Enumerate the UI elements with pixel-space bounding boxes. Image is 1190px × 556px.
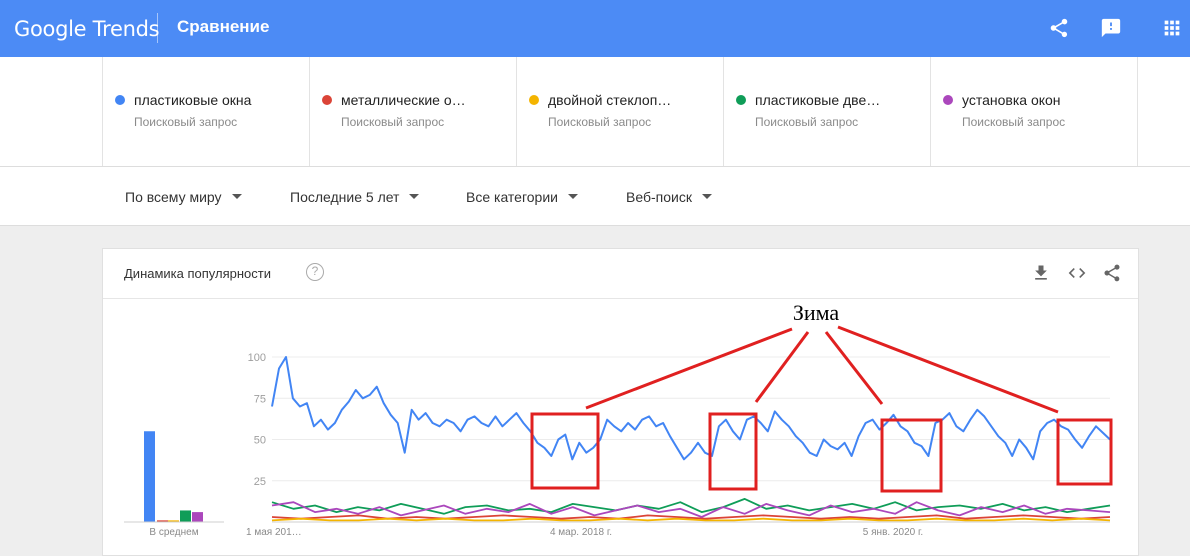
series-line	[271, 517, 1111, 522]
winter-annotation-label: Зима	[793, 300, 840, 325]
annotation-arrow	[824, 331, 884, 405]
region-dropdown[interactable]: По всему миру	[125, 189, 242, 205]
term-color-dot	[529, 95, 539, 105]
share-icon[interactable]	[1048, 17, 1070, 39]
x-tick-label: 1 мая 201…	[246, 527, 302, 538]
top-app-bar: Google Trends Сравнение	[0, 0, 1190, 57]
period-label: Последние 5 лет	[290, 189, 400, 205]
term-name: пластиковые окна	[134, 92, 252, 108]
term-type: Поисковый запрос	[755, 115, 859, 129]
caret-down-icon	[701, 193, 712, 199]
average-bar	[144, 431, 155, 522]
y-tick-label: 50	[254, 435, 266, 447]
filters-bar: По всему миру Последние 5 лет Все катего…	[0, 167, 1190, 226]
series-line	[271, 497, 1111, 515]
winter-highlight-box	[530, 412, 600, 490]
term-card-3[interactable]: двойной стеклоп… Поисковый запрос	[516, 57, 723, 166]
average-bar	[157, 520, 168, 522]
y-tick-label: 75	[254, 393, 266, 405]
series-line	[271, 501, 1111, 518]
search-type-dropdown[interactable]: Веб-поиск	[626, 189, 712, 205]
period-dropdown[interactable]: Последние 5 лет	[290, 189, 420, 205]
help-icon[interactable]: ?	[306, 263, 324, 281]
term-type: Поисковый запрос	[134, 115, 238, 129]
term-color-dot	[736, 95, 746, 105]
category-label: Все категории	[466, 189, 558, 205]
caret-down-icon	[231, 193, 242, 199]
term-card-4[interactable]: пластиковые две… Поисковый запрос	[723, 57, 930, 166]
term-name: пластиковые две…	[755, 92, 881, 108]
y-tick-label: 100	[248, 352, 266, 364]
region-label: По всему миру	[125, 189, 222, 205]
winter-highlight-box	[708, 412, 758, 491]
apps-grid-icon[interactable]	[1161, 17, 1183, 39]
share-icon[interactable]	[1102, 263, 1122, 283]
caret-down-icon	[409, 193, 420, 199]
average-bar	[168, 520, 179, 522]
series-line	[271, 514, 1111, 520]
term-name: металлические о…	[341, 92, 466, 108]
series-line	[271, 356, 1111, 461]
term-card-1[interactable]: пластиковые окна Поисковый запрос	[102, 57, 309, 166]
term-card-5[interactable]: установка окон Поисковый запрос	[930, 57, 1137, 166]
feedback-icon[interactable]	[1100, 17, 1122, 39]
annotation-arrow	[837, 325, 1059, 414]
add-term-slot[interactable]	[1137, 57, 1190, 166]
google-trends-logo[interactable]: Google Trends	[14, 17, 160, 41]
page-title: Сравнение	[177, 17, 270, 36]
card-title: Динамика популярности	[124, 266, 271, 281]
term-color-dot	[322, 95, 332, 105]
y-tick-label: 25	[254, 476, 266, 488]
term-name: двойной стеклоп…	[548, 92, 672, 108]
term-color-dot	[943, 95, 953, 105]
search-type-label: Веб-поиск	[626, 189, 692, 205]
category-dropdown[interactable]: Все категории	[466, 189, 578, 205]
x-tick-label: 5 янв. 2020 г.	[863, 527, 923, 538]
embed-code-icon[interactable]	[1067, 263, 1087, 283]
average-bar	[180, 510, 191, 522]
average-bar	[192, 512, 203, 522]
comparison-terms-bar: пластиковые окна Поисковый запрос металл…	[0, 57, 1190, 167]
term-type: Поисковый запрос	[341, 115, 445, 129]
average-label: В среднем	[149, 527, 198, 538]
winter-highlight-box	[880, 418, 943, 493]
logo-divider	[157, 13, 158, 43]
download-icon[interactable]	[1031, 263, 1051, 283]
x-tick-label: 4 мар. 2018 г.	[550, 527, 612, 538]
term-color-dot	[115, 95, 125, 105]
card-header: Динамика популярности ?	[103, 249, 1138, 299]
winter-highlight-box	[1056, 418, 1113, 486]
annotation-arrow	[585, 327, 793, 410]
term-card-2[interactable]: металлические о… Поисковый запрос	[309, 57, 516, 166]
term-type: Поисковый запрос	[962, 115, 1066, 129]
annotation-arrow	[754, 331, 810, 403]
term-type: Поисковый запрос	[548, 115, 652, 129]
term-name: установка окон	[962, 92, 1061, 108]
caret-down-icon	[567, 193, 578, 199]
